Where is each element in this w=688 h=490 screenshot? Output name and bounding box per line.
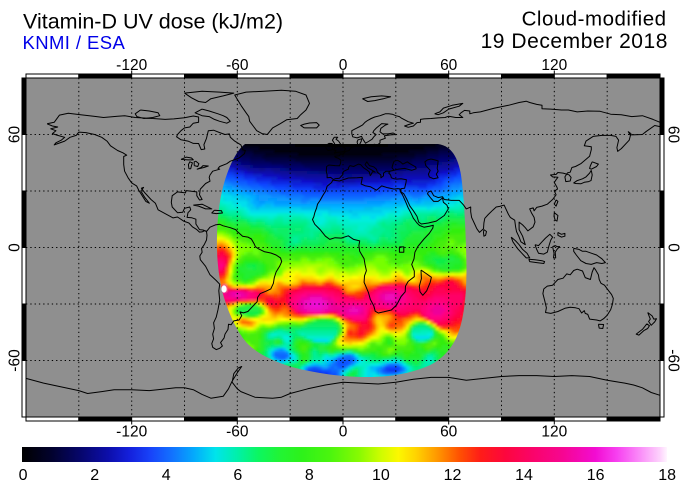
svg-text:4: 4 xyxy=(162,467,171,484)
svg-text:0: 0 xyxy=(19,467,28,484)
svg-text:18: 18 xyxy=(658,467,676,484)
svg-text:10: 10 xyxy=(372,467,390,484)
svg-text:-120: -120 xyxy=(116,424,147,441)
svg-text:-60: -60 xyxy=(226,57,249,74)
svg-text:2: 2 xyxy=(90,467,99,484)
svg-text:Vitamin-D UV dose (kJ/m2): Vitamin-D UV dose (kJ/m2) xyxy=(23,10,283,34)
svg-text:-60: -60 xyxy=(7,349,24,372)
svg-text:19 December 2018: 19 December 2018 xyxy=(481,30,668,53)
svg-text:16: 16 xyxy=(587,467,605,484)
svg-text:-60: -60 xyxy=(665,349,682,372)
svg-text:Cloud-modified: Cloud-modified xyxy=(522,8,667,31)
svg-text:12: 12 xyxy=(444,467,462,484)
svg-text:-60: -60 xyxy=(226,424,249,441)
svg-text:6: 6 xyxy=(233,467,242,484)
svg-text:14: 14 xyxy=(515,467,533,484)
svg-text:0: 0 xyxy=(665,243,682,252)
svg-text:KNMI / ESA: KNMI / ESA xyxy=(23,32,126,53)
svg-text:60: 60 xyxy=(440,424,458,441)
svg-text:0: 0 xyxy=(339,57,348,74)
svg-text:0: 0 xyxy=(339,424,348,441)
svg-text:120: 120 xyxy=(541,424,567,441)
svg-text:-120: -120 xyxy=(116,57,147,74)
svg-text:60: 60 xyxy=(440,57,458,74)
svg-text:60: 60 xyxy=(7,126,24,144)
svg-text:0: 0 xyxy=(7,243,24,252)
svg-text:60: 60 xyxy=(665,126,682,144)
svg-text:120: 120 xyxy=(541,57,567,74)
svg-text:8: 8 xyxy=(305,467,314,484)
